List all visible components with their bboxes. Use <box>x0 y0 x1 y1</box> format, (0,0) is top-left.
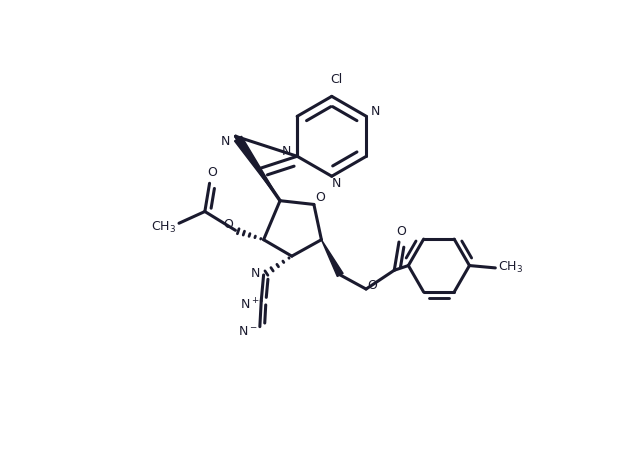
Text: N: N <box>250 267 260 280</box>
Text: N: N <box>332 177 341 190</box>
Text: N: N <box>282 145 291 158</box>
Text: N: N <box>221 134 230 148</box>
Text: CH$_3$: CH$_3$ <box>499 260 524 275</box>
Text: O: O <box>367 279 376 292</box>
Text: N: N <box>371 105 380 118</box>
Text: O: O <box>396 225 406 238</box>
Polygon shape <box>321 240 343 276</box>
Text: O: O <box>207 166 217 180</box>
Text: CH$_3$: CH$_3$ <box>152 219 177 235</box>
Text: O: O <box>223 218 234 231</box>
Polygon shape <box>234 136 280 201</box>
Text: O: O <box>315 191 325 204</box>
Text: N$^+$: N$^+$ <box>240 297 259 312</box>
Text: N$^-$: N$^-$ <box>238 325 258 338</box>
Text: Cl: Cl <box>330 73 342 86</box>
